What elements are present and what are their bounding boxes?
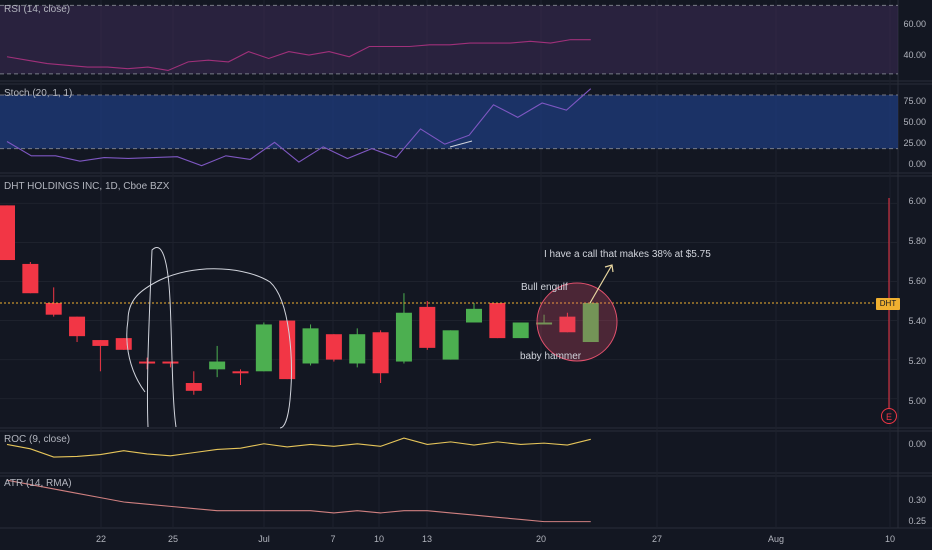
roc-tick: 0.00: [908, 439, 926, 449]
rsi-line: [6, 39, 591, 72]
symbol-label[interactable]: DHT HOLDINGS INC, 1D, Cboe BZX: [4, 181, 170, 192]
date-tick: Jul: [258, 534, 270, 544]
date-tick: 27: [651, 534, 663, 544]
rsi-pane-label[interactable]: RSI (14, close): [4, 4, 71, 15]
atr-tick: 0.30: [908, 495, 926, 505]
candle-body: [139, 361, 156, 364]
candle-body: [395, 312, 412, 362]
call-note-annotation[interactable]: I have a call that makes 38% at $5.75: [544, 249, 711, 260]
candle-body: [442, 330, 459, 360]
atr-pane-label[interactable]: ATR (14, RMA): [4, 478, 72, 489]
date-tick: Aug: [767, 534, 785, 544]
arrow-line: [589, 264, 613, 304]
stoch-tick: 50.00: [903, 117, 926, 127]
stoch-pane-label[interactable]: Stoch (20, 1, 1): [4, 88, 73, 99]
price-tick: 5.00: [908, 396, 926, 406]
price-tick: 5.80: [908, 236, 926, 246]
indicator-bands: [0, 4, 898, 150]
candle-body: [582, 302, 599, 343]
chart-grid: [0, 0, 932, 529]
indicator-lines: [6, 39, 592, 523]
roc-pane-label[interactable]: ROC (9, close): [4, 434, 71, 445]
date-tick: 20: [535, 534, 547, 544]
stoch-line: [6, 88, 592, 167]
candle-body: [559, 316, 576, 333]
price-tick: 6.00: [908, 196, 926, 206]
arrow-head: [604, 264, 614, 273]
stoch-tick: 75.00: [903, 96, 926, 106]
candle-body: [349, 334, 366, 364]
atr-line: [6, 479, 591, 523]
candle-body: [419, 306, 436, 348]
price-tick: 5.40: [908, 316, 926, 326]
atr-tick: 0.25: [908, 516, 926, 526]
candle-body: [372, 332, 389, 374]
date-tick: 10: [884, 534, 896, 544]
candles[interactable]: [0, 205, 599, 395]
rsi-tick: 40.00: [903, 50, 926, 60]
candle-body: [0, 205, 15, 261]
drawings[interactable]: [0, 140, 890, 429]
candle-body: [115, 338, 132, 350]
candle-body: [45, 302, 62, 315]
candle-body: [255, 324, 272, 372]
candle-body: [279, 320, 296, 380]
candle-body: [162, 361, 179, 364]
candle-body: [92, 340, 109, 346]
freehand-drawing: [126, 247, 292, 429]
candle-body: [69, 316, 86, 337]
rsi-band: [0, 5, 898, 74]
bull-engulf-annotation[interactable]: Bull engulf: [521, 282, 568, 293]
candle-body: [209, 361, 226, 370]
earnings-icon[interactable]: E: [881, 408, 897, 424]
ticker-price-badge[interactable]: DHT: [876, 298, 900, 310]
candle-body: [536, 322, 553, 325]
candle-body: [512, 322, 529, 339]
candle-body: [489, 302, 506, 339]
date-tick: 10: [373, 534, 385, 544]
stoch-band: [0, 94, 898, 149]
rsi-tick: 60.00: [903, 19, 926, 29]
date-tick: 25: [167, 534, 179, 544]
stoch-tick: 0.00: [908, 159, 926, 169]
date-tick: 13: [421, 534, 433, 544]
price-tick: 5.20: [908, 356, 926, 366]
candle-body: [466, 308, 482, 323]
candle-body: [22, 263, 39, 294]
trendline-drawing: [449, 140, 473, 148]
price-tick: 5.60: [908, 276, 926, 286]
stoch-tick: 25.00: [903, 138, 926, 148]
candle-body: [232, 371, 249, 374]
candle-body: [325, 334, 342, 360]
candle-body: [302, 328, 319, 364]
highlight-ellipse: [536, 282, 618, 362]
roc-line: [6, 437, 591, 458]
date-tick: 22: [95, 534, 107, 544]
date-tick: 7: [330, 534, 336, 544]
baby-hammer-annotation[interactable]: baby hammer: [520, 351, 582, 362]
candle-body: [185, 383, 202, 391]
